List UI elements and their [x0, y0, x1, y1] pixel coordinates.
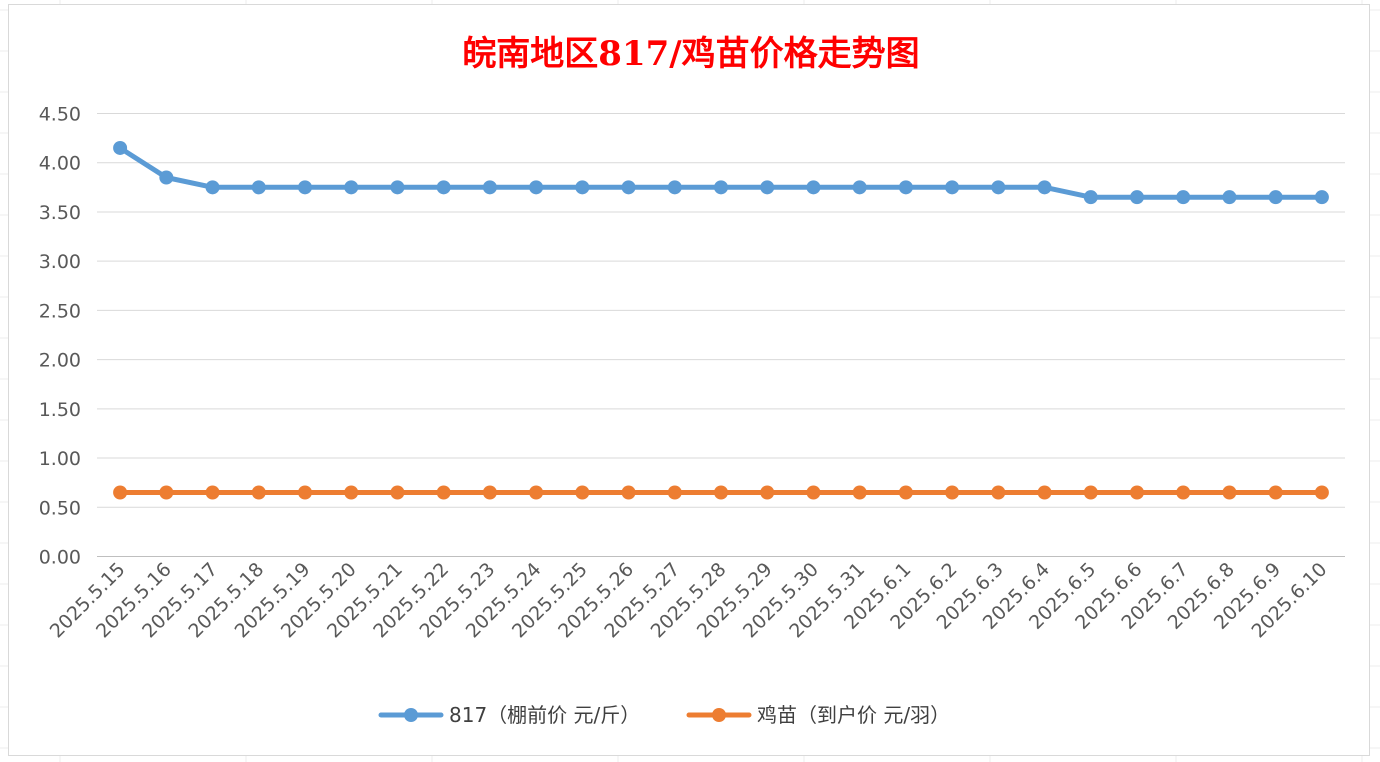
data-point	[621, 485, 636, 500]
data-point	[898, 485, 913, 500]
data-point	[1268, 190, 1283, 205]
data-point	[852, 485, 867, 500]
data-point	[1037, 180, 1052, 195]
data-point	[482, 485, 497, 500]
data-point	[667, 180, 682, 195]
legend-item: 鸡苗（到户价 元/羽）	[686, 703, 950, 727]
data-point	[298, 485, 312, 500]
line-chart: 皖南地区817/鸡苗价格走势图 0.00 0.50 1.00 1.50 2.00 2.50…	[39, 34, 1345, 727]
chart-area[interactable]: 皖南地区817/鸡苗价格走势图 0.00 0.50 1.00 1.50 2.00 2.50…	[8, 4, 1370, 756]
data-point	[529, 485, 544, 500]
data-point	[1130, 485, 1144, 500]
data-point	[436, 485, 451, 500]
data-point	[1268, 485, 1283, 500]
data-point	[806, 180, 821, 195]
data-point	[436, 180, 451, 195]
data-point	[621, 180, 636, 195]
data-point	[205, 180, 220, 195]
legend-marker	[404, 708, 418, 722]
data-point	[575, 180, 590, 195]
data-point	[1083, 485, 1098, 500]
data-point	[298, 180, 312, 195]
data-point	[714, 180, 728, 195]
data-point	[251, 180, 266, 195]
data-point	[991, 485, 1006, 500]
data-point	[1083, 190, 1098, 205]
legend-marker	[712, 708, 726, 722]
data-point	[113, 140, 128, 155]
data-point	[159, 170, 174, 185]
data-point	[1222, 190, 1237, 205]
data-point	[1037, 485, 1052, 500]
data-point	[1314, 190, 1329, 205]
data-point	[945, 180, 960, 195]
data-point	[991, 180, 1006, 195]
data-point	[1176, 190, 1191, 205]
data-point	[529, 180, 544, 195]
legend-label: 鸡苗（到户价 元/羽）	[757, 703, 950, 727]
gridlines	[97, 113, 1345, 557]
series-2	[113, 485, 1329, 500]
data-point	[667, 485, 682, 500]
data-point	[1130, 190, 1144, 205]
data-point	[898, 180, 913, 195]
series-group	[113, 140, 1329, 500]
data-point	[159, 485, 174, 500]
data-point	[945, 485, 960, 500]
y-tick-label: 2.50	[39, 300, 81, 322]
data-point	[1314, 485, 1329, 500]
data-point	[852, 180, 867, 195]
data-point	[806, 485, 821, 500]
chart-title: 皖南地区817/鸡苗价格走势图	[462, 34, 919, 74]
data-point	[251, 485, 266, 500]
data-point	[482, 180, 497, 195]
data-point	[714, 485, 728, 500]
data-point	[113, 485, 128, 500]
legend: 817（棚前价 元/斤） 鸡苗（到户价 元/羽）	[378, 703, 950, 727]
data-point	[390, 180, 405, 195]
data-point	[390, 485, 405, 500]
data-point	[344, 485, 359, 500]
y-axis-ticks: 0.00 0.50 1.00 1.50 2.00 2.50 3.00 3.50 4.00 4.50	[39, 104, 81, 569]
data-point	[205, 485, 220, 500]
data-point	[1176, 485, 1191, 500]
y-tick-label: 4.50	[39, 104, 81, 126]
legend-label: 817（棚前价 元/斤）	[449, 703, 640, 727]
data-point	[760, 485, 775, 500]
y-tick-label: 1.50	[39, 399, 81, 421]
y-tick-label: 0.00	[39, 547, 81, 569]
legend-item: 817（棚前价 元/斤）	[378, 703, 640, 727]
data-point	[344, 180, 359, 195]
y-tick-label: 3.00	[39, 251, 81, 273]
x-axis-ticks: 2025.5.152025.5.162025.5.172025.5.182025…	[46, 558, 1332, 642]
y-tick-label: 2.00	[39, 350, 81, 372]
data-point	[760, 180, 775, 195]
y-tick-label: 3.50	[39, 202, 81, 224]
y-tick-label: 4.00	[39, 153, 81, 175]
data-point	[1222, 485, 1237, 500]
y-tick-label: 1.00	[39, 448, 81, 470]
series-1	[113, 140, 1329, 205]
data-point	[575, 485, 590, 500]
y-tick-label: 0.50	[39, 497, 81, 519]
